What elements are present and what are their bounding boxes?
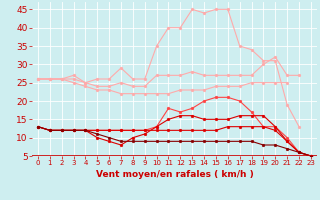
X-axis label: Vent moyen/en rafales ( km/h ): Vent moyen/en rafales ( km/h ): [96, 170, 253, 179]
